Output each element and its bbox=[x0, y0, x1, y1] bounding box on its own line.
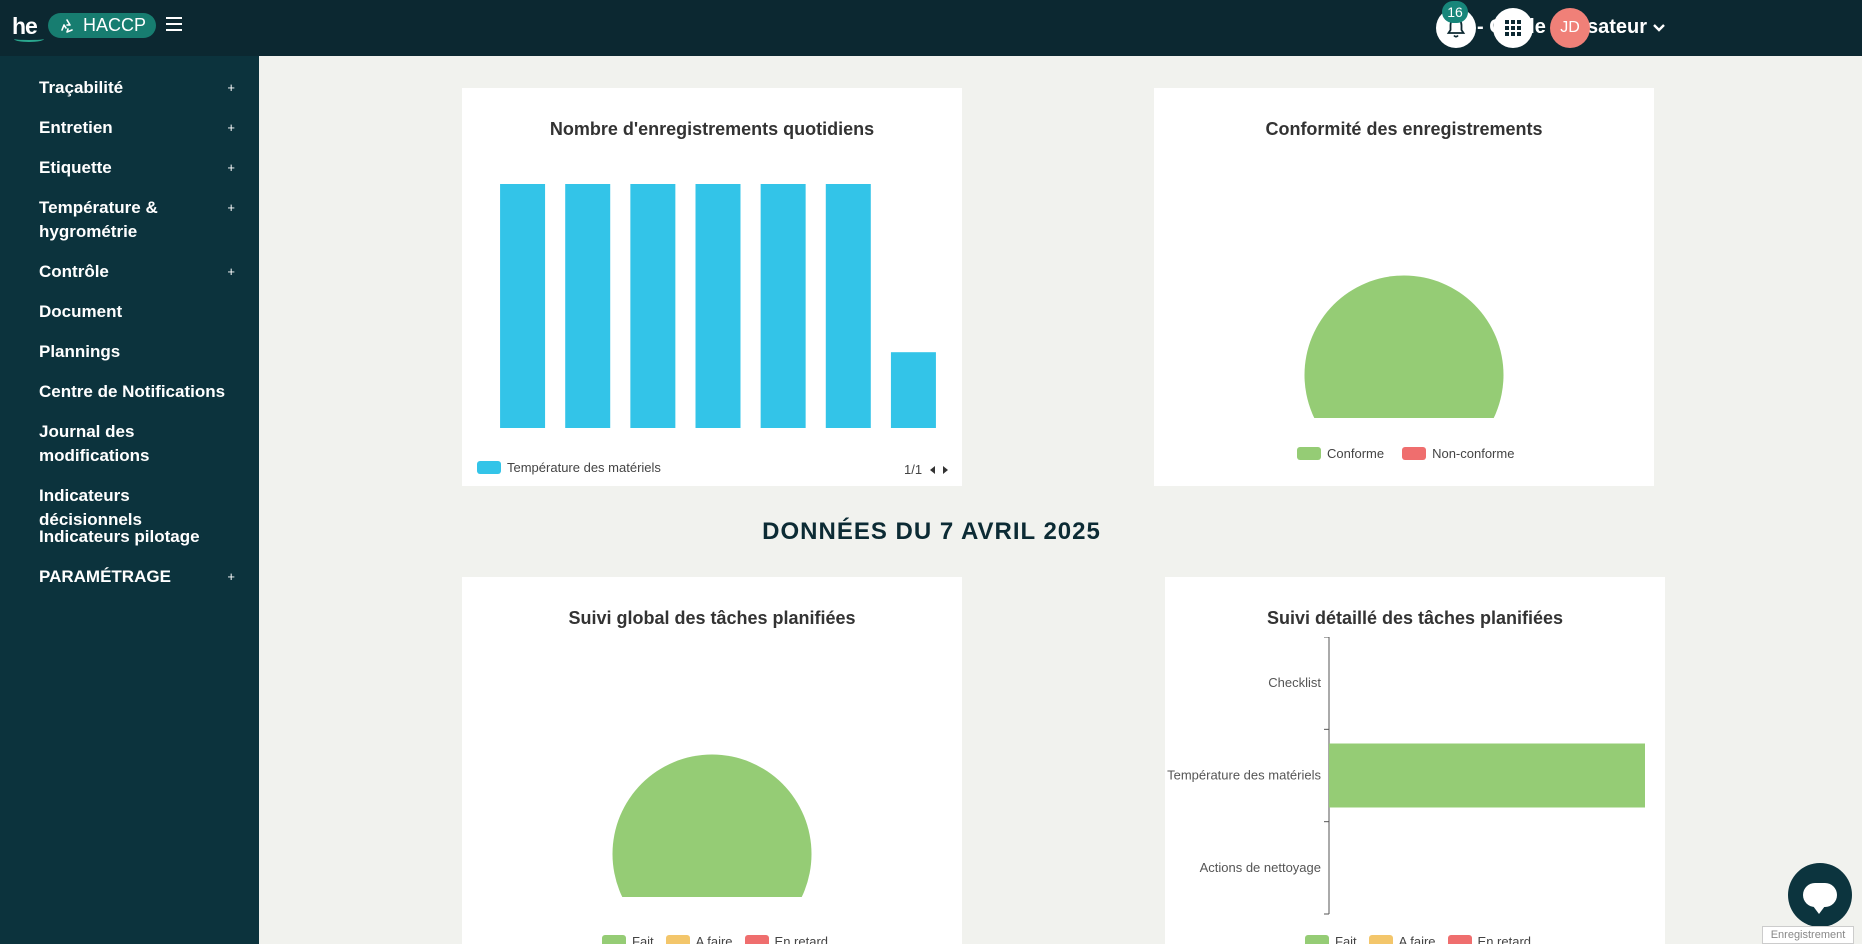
recycle-icon bbox=[61, 18, 73, 33]
legend-label: Non-conforme bbox=[1432, 446, 1515, 461]
sidebar-item-document[interactable]: Document bbox=[39, 302, 123, 321]
legend-label: Température des matériels bbox=[507, 460, 661, 475]
hamburger-menu-icon[interactable] bbox=[166, 17, 182, 31]
chart-title: Nombre d'enregistrements quotidiens bbox=[549, 119, 875, 139]
sidebar-item-etiquette[interactable]: Etiquette + bbox=[39, 156, 235, 180]
legend-label: Conforme bbox=[1327, 446, 1385, 461]
chart-legend: Fait A faire En retard bbox=[1305, 934, 1531, 944]
chart-bar bbox=[630, 184, 676, 428]
legend-label: Fait bbox=[632, 934, 654, 944]
recording-label[interactable]: Enregistrement bbox=[1762, 926, 1854, 944]
expand-icon: + bbox=[227, 569, 235, 584]
legend-label: A faire bbox=[1398, 934, 1436, 944]
chevron-down-icon bbox=[1653, 23, 1665, 32]
expand-icon: + bbox=[227, 80, 235, 95]
expand-icon: + bbox=[227, 200, 235, 215]
detailed-tasks-chart: Checklist Température des matériels Action… bbox=[1167, 637, 1645, 915]
legend-item-fait[interactable]: Fait bbox=[602, 934, 654, 944]
sidebar-item-entretien[interactable]: Entretien + bbox=[39, 116, 235, 140]
sidebar-item-temperature[interactable]: Température & hygrométrie + bbox=[39, 198, 235, 241]
legend-item-conforme[interactable]: Conforme bbox=[1297, 446, 1384, 461]
chart-legend[interactable]: Température des matériels bbox=[477, 460, 661, 475]
expand-icon: + bbox=[227, 120, 235, 135]
legend-swatch bbox=[665, 935, 690, 944]
legend-label: A faire bbox=[695, 934, 733, 944]
logo-swoosh-icon bbox=[14, 36, 44, 42]
sidebar-item-indicateurs-decisionnels[interactable]: Indicateurs décisionnels bbox=[39, 486, 142, 529]
chart-bar bbox=[825, 184, 871, 428]
legend-item-fait[interactable]: Fait bbox=[1305, 934, 1357, 944]
chart-legend: Conforme Non-conforme bbox=[1297, 446, 1514, 461]
sidebar-item-controle[interactable]: Contrôle + bbox=[39, 260, 235, 284]
avatar[interactable]: JD bbox=[1550, 8, 1590, 48]
chart-bar bbox=[500, 184, 546, 428]
legend-swatch bbox=[1305, 935, 1329, 944]
chart-title: Suivi détaillé des tâches planifiées bbox=[1266, 608, 1564, 628]
expand-icon: + bbox=[227, 160, 235, 175]
detailed-tasks-card: Suivi détaillé des tâches planifiées Che… bbox=[1165, 577, 1665, 944]
global-tasks-card: Suivi global des tâches planifiées Fait … bbox=[462, 577, 962, 944]
pie-slice bbox=[1304, 275, 1504, 418]
y-tick-label: Checklist bbox=[1268, 675, 1321, 690]
chart-bar bbox=[760, 184, 806, 428]
app-name: HACCP bbox=[83, 15, 147, 35]
sidebar-item-tracabilite[interactable]: Traçabilité + bbox=[39, 76, 235, 100]
pager-prev-icon[interactable] bbox=[930, 465, 936, 474]
chart-bar bbox=[890, 352, 936, 428]
pager-text: 1/1 bbox=[904, 462, 923, 477]
conformity-card: Conformité des enregistrements Conforme … bbox=[1154, 88, 1654, 486]
global-tasks-pie-chart bbox=[612, 754, 812, 897]
sidebar-item-notifications[interactable]: Centre de Notifications bbox=[39, 382, 226, 401]
legend-pager: 1/1 bbox=[904, 462, 949, 477]
legend-swatch bbox=[1402, 447, 1427, 460]
legend-swatch bbox=[477, 461, 501, 474]
legend-item-a-faire[interactable]: A faire bbox=[1368, 934, 1436, 944]
chart-title: Suivi global des tâches planifiées bbox=[568, 608, 856, 628]
chart-bar bbox=[565, 184, 611, 428]
app-badge[interactable]: HACCP bbox=[48, 13, 156, 38]
legend-swatch bbox=[1368, 935, 1393, 944]
chart-bar bbox=[1329, 743, 1645, 808]
expand-icon: + bbox=[227, 264, 235, 279]
legend-item-non-conforme[interactable]: Non-conforme bbox=[1402, 446, 1514, 461]
chart-legend: Fait A faire En retard bbox=[602, 934, 828, 944]
avatar-initials: JD bbox=[1560, 19, 1580, 36]
pie-slice bbox=[612, 754, 812, 897]
legend-swatch bbox=[1297, 447, 1321, 460]
chart-bar bbox=[695, 184, 741, 428]
conformity-pie-chart bbox=[1304, 275, 1504, 418]
logo[interactable]: he bbox=[12, 13, 38, 39]
chat-button[interactable] bbox=[1788, 863, 1852, 927]
legend-item-a-faire[interactable]: A faire bbox=[665, 934, 733, 944]
legend-swatch bbox=[1447, 935, 1472, 944]
legend-swatch bbox=[602, 935, 626, 944]
pager-next-icon[interactable] bbox=[943, 465, 949, 474]
y-tick-label: Actions de nettoyage bbox=[1200, 860, 1321, 875]
legend-item-en-retard[interactable]: En retard bbox=[744, 934, 829, 944]
legend-label: Fait bbox=[1335, 934, 1357, 944]
legend-label: En retard bbox=[774, 934, 829, 944]
daily-records-chart: MardiJeudiSamediLundi bbox=[500, 184, 936, 428]
daily-records-card: Nombre d'enregistrements quotidiens Mard… bbox=[462, 88, 962, 486]
legend-swatch bbox=[744, 935, 769, 944]
section-title: DONNÉES DU 7 AVRIL 2025 bbox=[762, 518, 1101, 545]
notification-count-badge: 16 bbox=[1442, 1, 1468, 23]
sidebar-item-indicateurs-pilotage[interactable]: Indicateurs pilotage bbox=[39, 527, 200, 546]
sidebar-item-journal[interactable]: Journal des modifications bbox=[39, 422, 150, 465]
legend-label: En retard bbox=[1477, 934, 1532, 944]
chart-title: Conformité des enregistrements bbox=[1265, 119, 1543, 139]
top-bar: he HACCP HE - Guide utilisateur 16 JD bbox=[0, 0, 1862, 56]
sidebar: Traçabilité + Entretien + Etiquette + Te… bbox=[0, 56, 259, 944]
sidebar-item-parametrage[interactable]: PARAMÉTRAGE + bbox=[39, 565, 235, 589]
apps-button[interactable] bbox=[1493, 8, 1533, 48]
grid-icon bbox=[1505, 20, 1521, 36]
chat-bubble-icon bbox=[1803, 883, 1837, 914]
legend-item-en-retard[interactable]: En retard bbox=[1447, 934, 1532, 944]
y-tick-label: Température des matériels bbox=[1167, 768, 1321, 783]
sidebar-item-plannings[interactable]: Plannings bbox=[39, 342, 121, 361]
